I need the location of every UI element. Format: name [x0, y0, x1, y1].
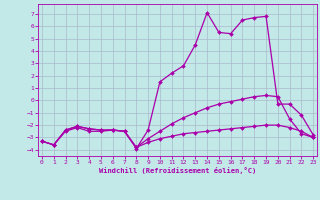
X-axis label: Windchill (Refroidissement éolien,°C): Windchill (Refroidissement éolien,°C) — [99, 167, 256, 174]
